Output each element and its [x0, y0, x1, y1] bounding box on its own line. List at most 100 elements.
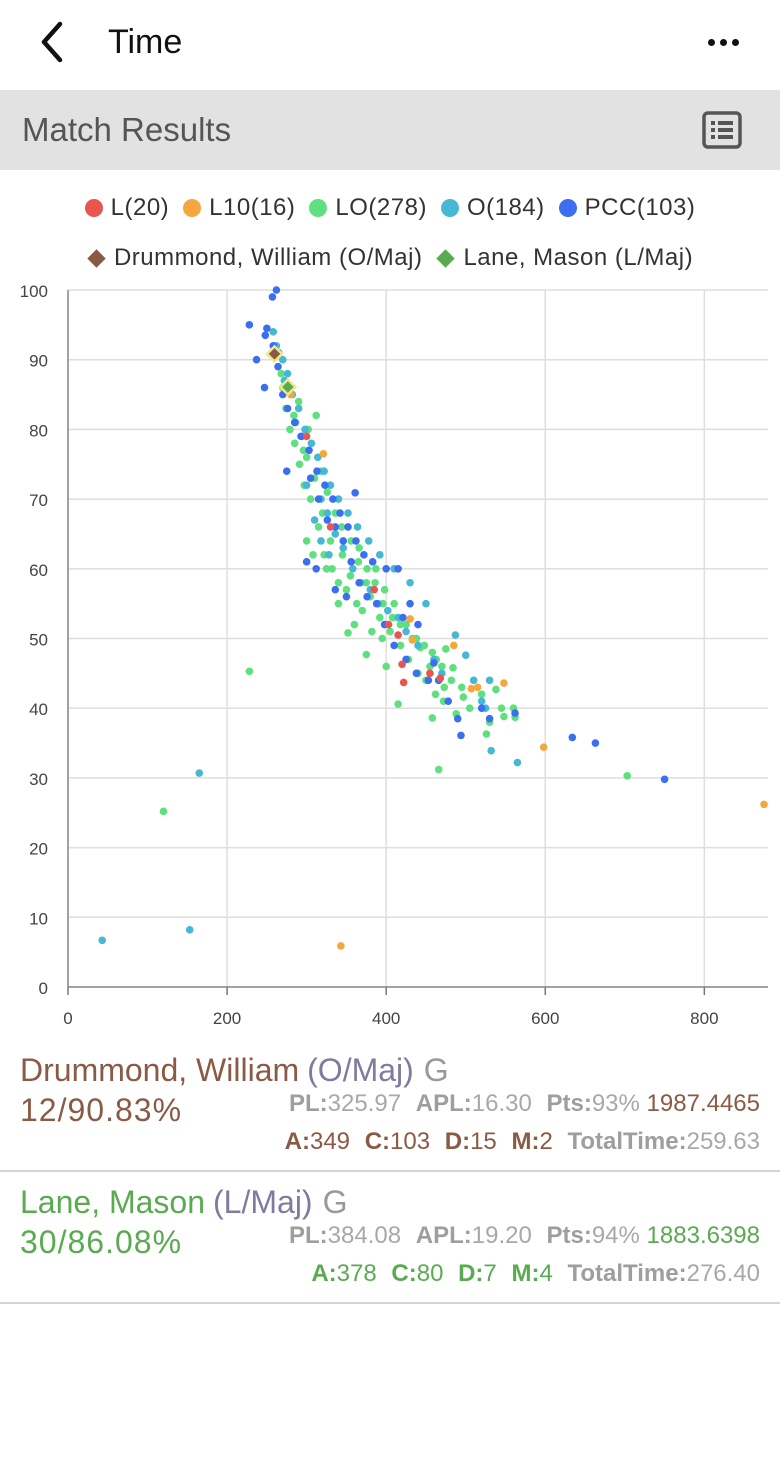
data-point [477, 697, 486, 706]
data-point [406, 578, 414, 587]
data-point [568, 733, 577, 742]
data-point [317, 537, 325, 545]
data-point [492, 685, 500, 694]
data-point [339, 544, 348, 552]
player-name-line: Lane, Mason (L/Maj) G [20, 1182, 347, 1222]
stat-rating: 1883.6398 [646, 1222, 760, 1249]
data-point [272, 286, 281, 294]
data-point [431, 690, 440, 699]
legend-label: Lane, Mason (L/Maj) [463, 244, 694, 271]
data-point [473, 683, 482, 692]
list-icon [702, 111, 742, 149]
data-point [402, 620, 410, 629]
data-point [329, 495, 337, 503]
data-point [302, 558, 311, 566]
data-point [623, 772, 632, 780]
data-point [513, 758, 522, 767]
section-header: Match Results [0, 90, 780, 170]
data-point [453, 714, 462, 723]
stat-a: 378 [336, 1260, 377, 1287]
data-point [386, 627, 394, 636]
data-point [338, 551, 347, 559]
data-point [447, 676, 456, 685]
data-point [363, 565, 371, 573]
data-point [355, 544, 363, 552]
y-tick-label: 20 [29, 840, 48, 859]
stat-key: Pts: [546, 1090, 592, 1117]
data-point [428, 648, 437, 657]
data-point [376, 551, 384, 559]
player-class: (O/Maj) [307, 1052, 414, 1088]
x-tick-label: 0 [63, 1009, 72, 1028]
back-button[interactable] [30, 18, 78, 66]
data-point [406, 599, 414, 608]
legend-label: L(20) [110, 194, 170, 221]
data-point [390, 599, 398, 608]
data-point [295, 460, 304, 469]
stat-key: TotalTime: [567, 1260, 687, 1287]
data-point [98, 936, 107, 945]
stat-key: M: [511, 1260, 540, 1287]
data-point [358, 606, 367, 615]
legend-item[interactable]: L(20) [84, 194, 170, 222]
data-point [278, 355, 287, 364]
data-point [390, 641, 398, 650]
chart-legend-highlights: Drummond, William (O/Maj) Lane, Mason (L/… [0, 240, 780, 276]
data-point [368, 558, 377, 566]
data-point [477, 690, 486, 699]
data-point [299, 446, 308, 455]
stat-m: 4 [539, 1260, 553, 1287]
data-point [185, 926, 194, 934]
legend-item[interactable]: Drummond, William (O/Maj) [87, 244, 423, 272]
data-point [302, 453, 311, 462]
data-point [402, 627, 410, 636]
data-point [328, 565, 336, 573]
data-point [500, 679, 508, 687]
legend-item[interactable]: LO(278) [309, 194, 427, 222]
legend-dot-marker [440, 199, 459, 217]
player-card[interactable]: Drummond, William (O/Maj) G 12/90.83% PL:3… [0, 1050, 780, 1170]
data-point [309, 551, 317, 559]
data-point [459, 693, 468, 701]
data-point [485, 676, 494, 685]
data-point [424, 676, 433, 685]
legend-diamond-marker [436, 248, 456, 268]
data-point [422, 599, 430, 608]
data-point [325, 551, 333, 559]
stat-key: C: [391, 1260, 417, 1287]
chart-legend: L(20) L10(16) LO(278) O(184) PCC(103) [0, 190, 780, 226]
y-tick-label: 60 [29, 561, 48, 580]
y-tick-label: 80 [29, 421, 48, 440]
data-point [306, 474, 315, 482]
list-view-button[interactable] [700, 108, 744, 152]
legend-item[interactable]: O(184) [440, 194, 545, 222]
player-card[interactable]: Lane, Mason (L/Maj) G 30/86.08% PL:384.08 … [0, 1182, 780, 1302]
stat-key: PL: [289, 1090, 328, 1117]
data-point [331, 585, 340, 594]
data-point [449, 641, 458, 650]
section-title: Match Results [22, 111, 232, 148]
legend-item[interactable]: Lane, Mason (L/Maj) [436, 244, 693, 272]
stat-apl: 16.30 [471, 1090, 532, 1117]
legend-item[interactable]: L10(16) [183, 194, 295, 222]
data-point [260, 383, 269, 392]
data-point [310, 516, 319, 524]
stat-key: D: [444, 1128, 471, 1155]
data-point [485, 714, 494, 723]
x-tick-label: 600 [531, 1009, 559, 1028]
data-point [348, 565, 357, 573]
data-point [352, 537, 360, 545]
data-point [376, 613, 384, 622]
legend-item[interactable]: PCC(103) [558, 194, 696, 222]
data-point [487, 746, 495, 755]
data-point [195, 769, 204, 777]
stat-c: 103 [390, 1128, 431, 1155]
data-point [313, 453, 322, 462]
data-point [368, 627, 376, 636]
more-menu-button[interactable] [692, 20, 756, 64]
data-point [371, 578, 379, 587]
player-name: Drummond, William [20, 1052, 300, 1088]
more-dot [732, 39, 739, 46]
data-point [482, 730, 491, 738]
data-point [591, 739, 600, 747]
